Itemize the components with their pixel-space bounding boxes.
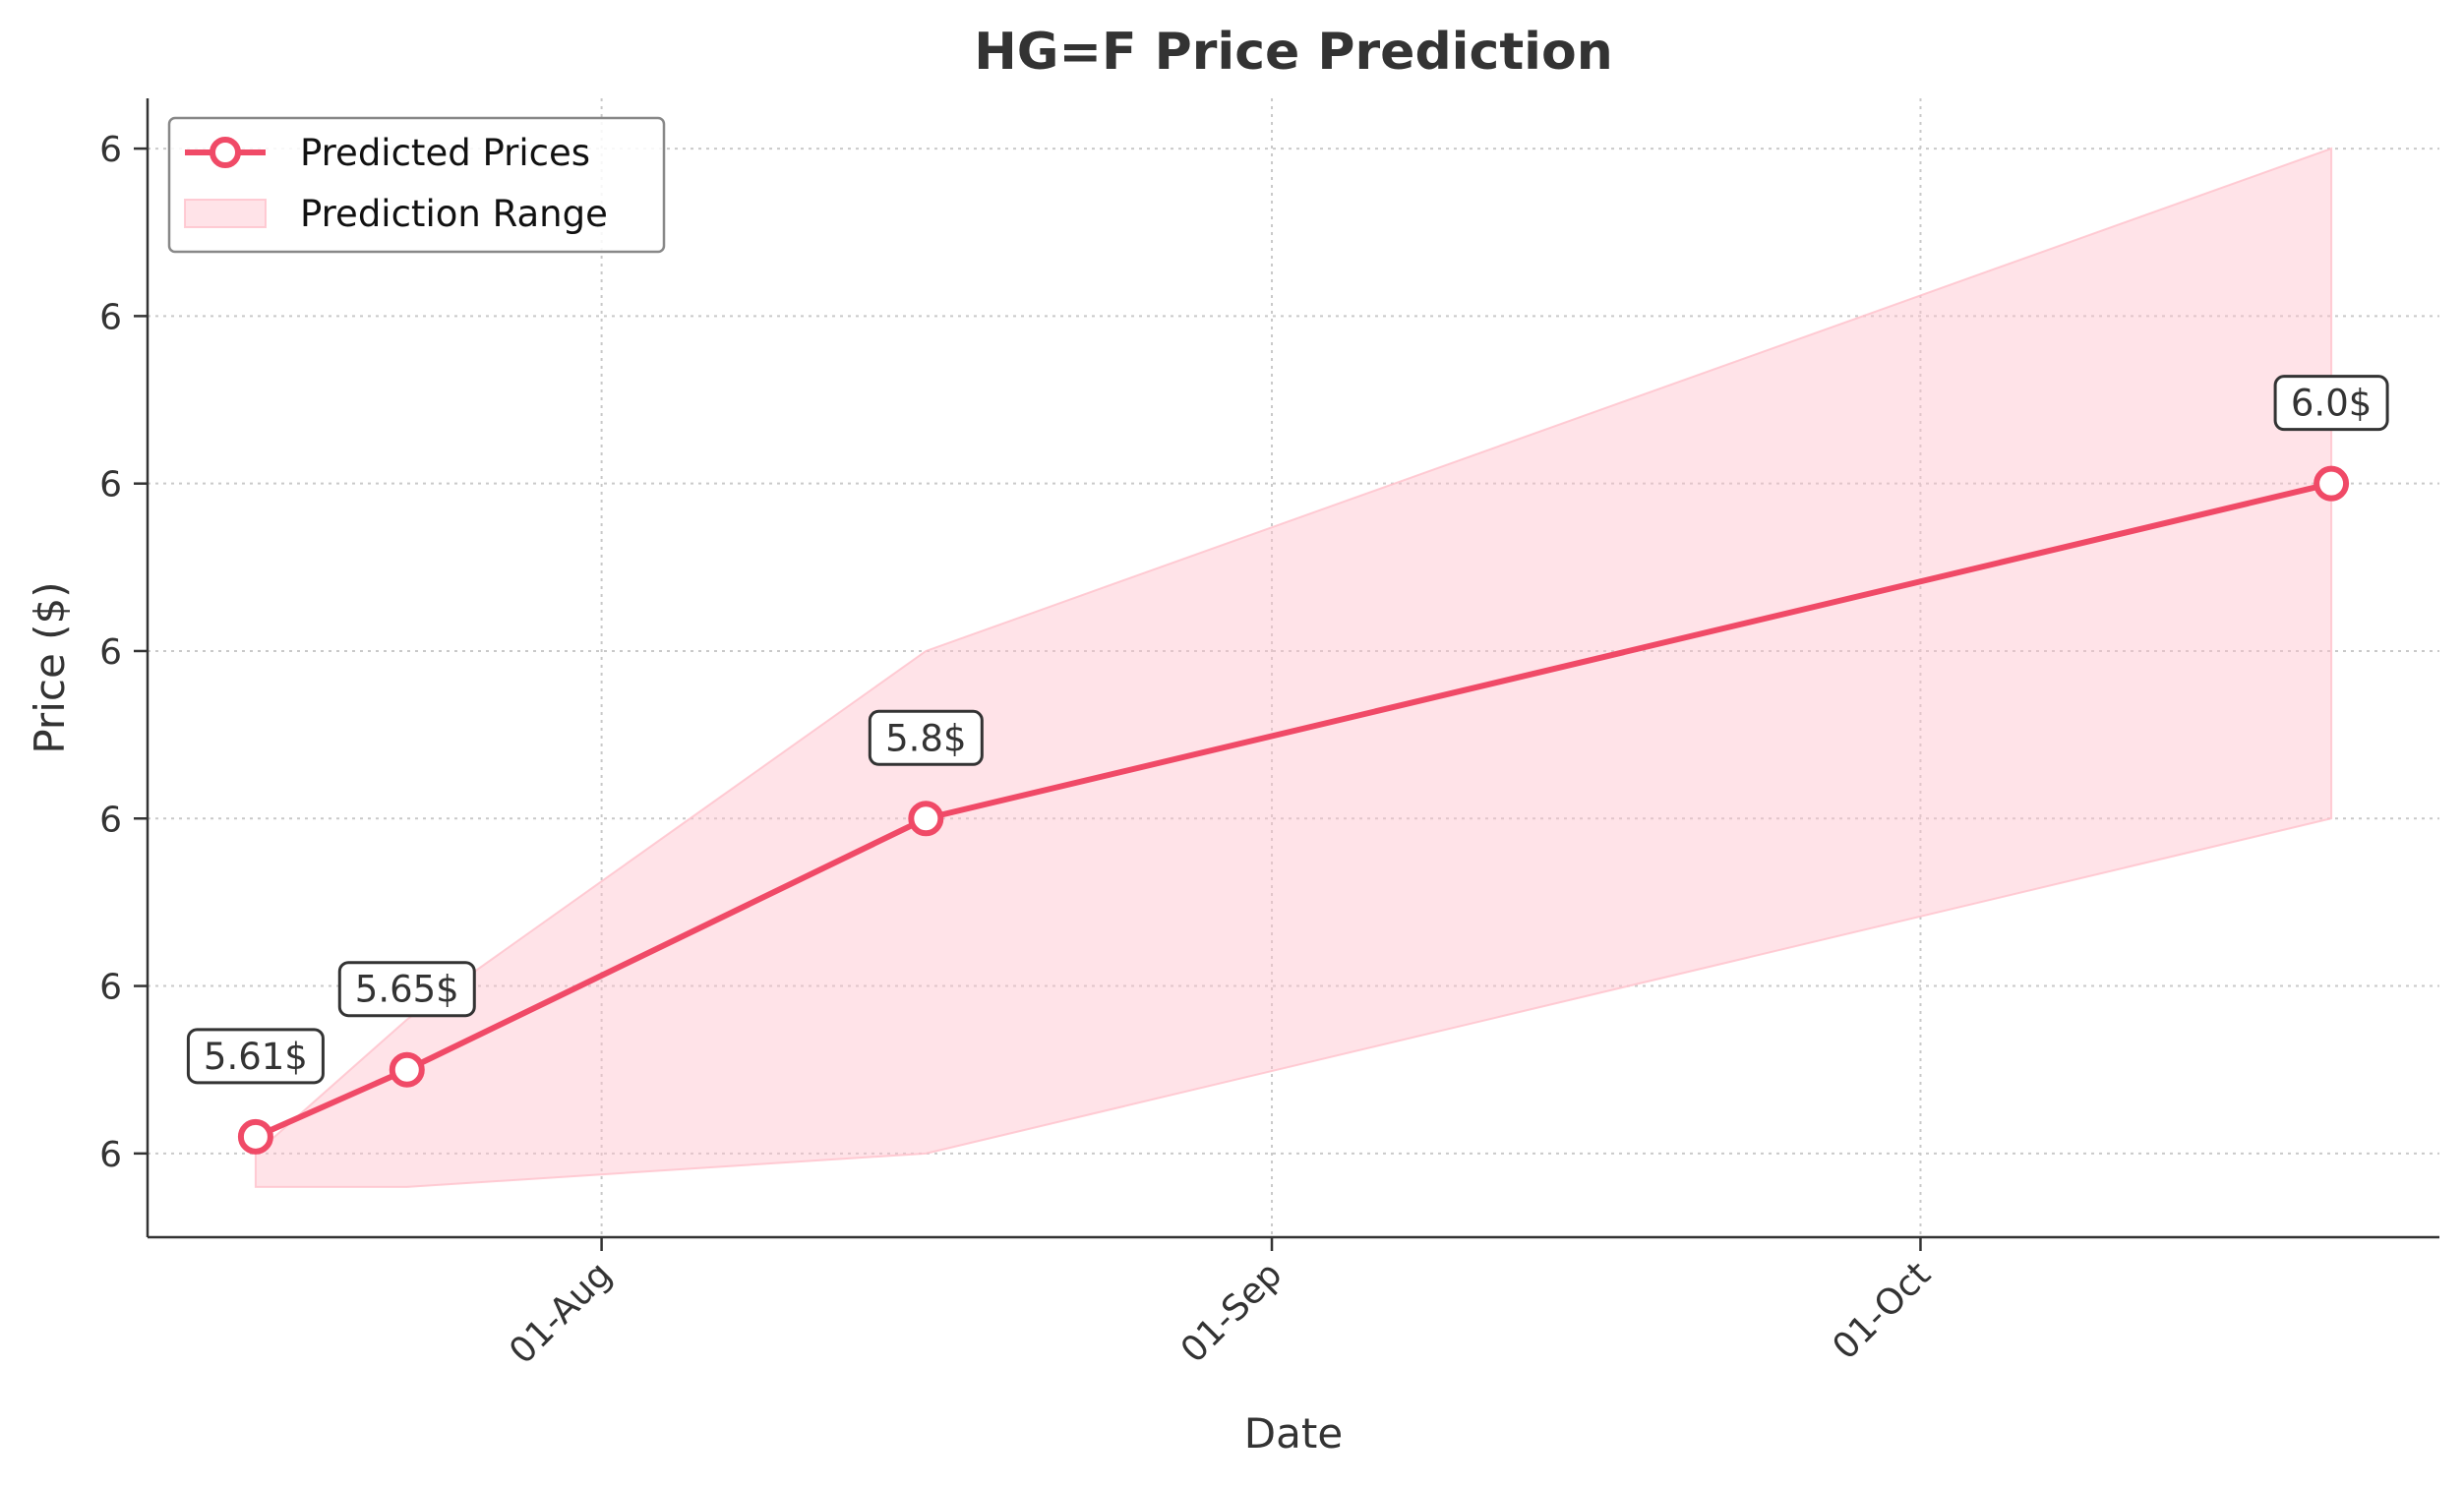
y-tick-label: 6 bbox=[99, 968, 122, 1008]
y-tick-label: 6 bbox=[99, 130, 122, 170]
legend-box bbox=[167, 116, 666, 254]
y-axis-label: Price ($) bbox=[26, 581, 74, 753]
legend-marker-icon bbox=[210, 137, 241, 168]
x-tick-label: 01-Aug bbox=[502, 1254, 620, 1372]
x-tick-label: 01-Oct bbox=[1826, 1254, 1939, 1367]
legend-label-predicted-prices: Predicted Prices bbox=[300, 132, 590, 174]
data-label-box bbox=[186, 1028, 325, 1085]
data-point bbox=[389, 1051, 425, 1088]
y-tick-label: 6 bbox=[99, 465, 122, 506]
chart-title: HG=F Price Prediction bbox=[974, 23, 1613, 82]
legend-band-icon bbox=[184, 199, 267, 228]
data-label: 5.61$ bbox=[204, 1036, 308, 1078]
y-tick-label: 6 bbox=[99, 1135, 122, 1175]
axes bbox=[146, 98, 2439, 1239]
legend: Predicted Prices Prediction Range bbox=[167, 116, 666, 254]
data-label-box bbox=[337, 961, 476, 1018]
data-label-box bbox=[868, 709, 984, 766]
y-tick-label: 6 bbox=[99, 800, 122, 840]
data-point bbox=[2314, 465, 2350, 502]
x-tick-label: 01-Sep bbox=[1173, 1254, 1291, 1371]
predicted-prices-line bbox=[254, 480, 2332, 1140]
data-point bbox=[908, 801, 944, 837]
data-label: 6.0$ bbox=[2291, 383, 2372, 425]
data-point bbox=[237, 1118, 273, 1155]
y-ticks: 6 6 6 6 6 6 6 bbox=[99, 130, 148, 1175]
legend-label-prediction-range: Prediction Range bbox=[300, 193, 608, 235]
y-tick-label: 6 bbox=[99, 632, 122, 673]
grid bbox=[148, 98, 2439, 1237]
data-labels: 5.61$ 5.65$ 5.8$ 6.0$ bbox=[186, 375, 2389, 1085]
data-label-box bbox=[2273, 375, 2389, 432]
x-axis-label: Date bbox=[1244, 1409, 1343, 1458]
x-ticks: 01-Aug 01-Sep 01-Oct bbox=[502, 1237, 1939, 1372]
prediction-range-band bbox=[254, 147, 2333, 1188]
predicted-prices-markers bbox=[237, 465, 2350, 1155]
data-label: 5.8$ bbox=[885, 717, 966, 759]
data-label: 5.65$ bbox=[355, 969, 459, 1011]
y-tick-label: 6 bbox=[99, 297, 122, 337]
